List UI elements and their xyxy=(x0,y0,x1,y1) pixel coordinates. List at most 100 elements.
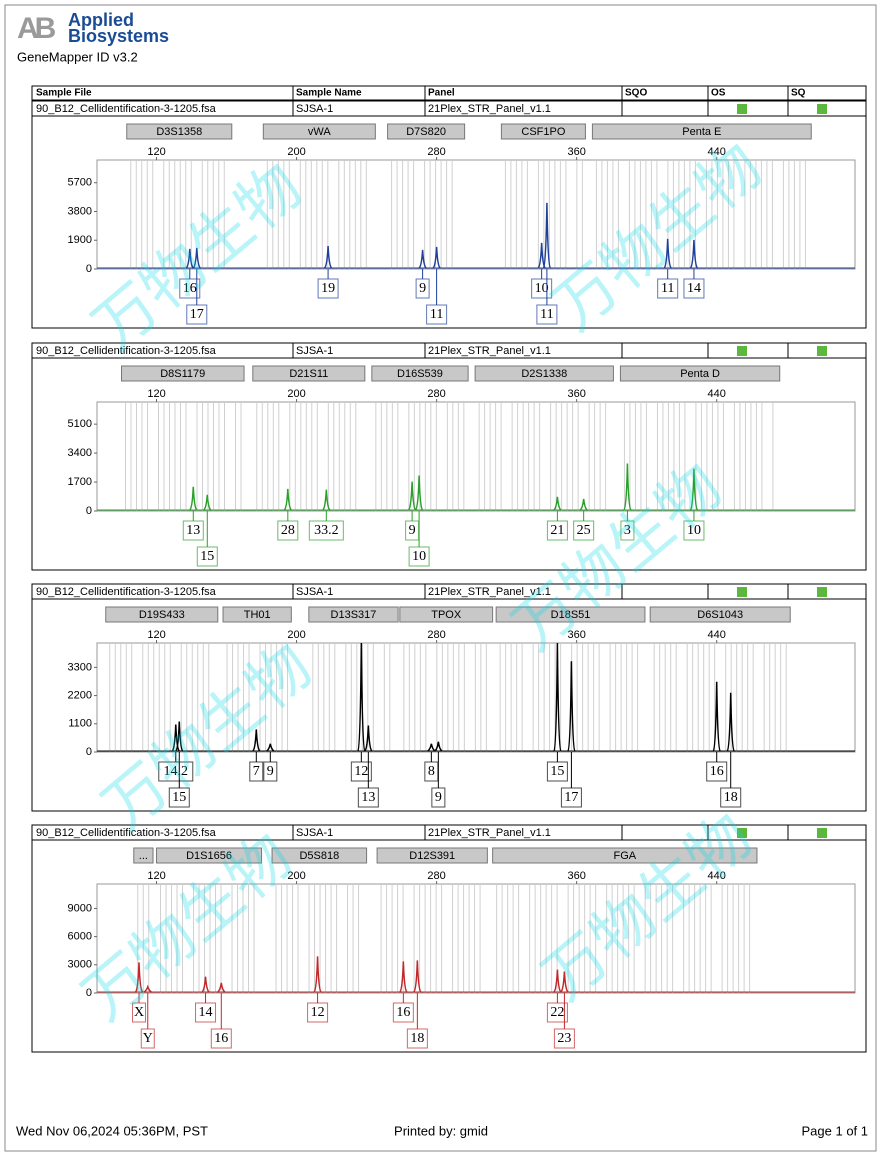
marker-box xyxy=(399,606,494,623)
plot-area xyxy=(96,401,856,512)
allele-label: 12 xyxy=(311,1005,325,1020)
peak xyxy=(427,743,436,752)
peak xyxy=(143,984,152,993)
column-header xyxy=(31,85,867,101)
page-border xyxy=(4,4,877,1152)
allele-label: 11 xyxy=(430,307,443,322)
x-tick-label: 280 xyxy=(427,388,445,400)
allele-box xyxy=(546,761,568,782)
panel-name: 21Plex_STR_Panel_v1.1 xyxy=(428,586,551,598)
allele-box xyxy=(424,761,439,782)
marker-name: ... xyxy=(139,850,148,862)
peak xyxy=(189,486,198,511)
allele-label: 14 xyxy=(687,281,701,296)
marker-name: D19S433 xyxy=(139,609,185,621)
peak xyxy=(217,982,226,993)
allele-box xyxy=(573,520,595,541)
x-tick-label: 440 xyxy=(708,870,726,882)
plot-area xyxy=(96,642,856,753)
peak xyxy=(283,488,292,511)
x-tick-label: 360 xyxy=(567,388,585,400)
allele-box xyxy=(657,278,679,299)
marker-name: D1S1656 xyxy=(186,850,232,862)
marker-name: Penta D xyxy=(680,368,720,380)
marker-box xyxy=(156,847,263,864)
printed-by: Printed by: gmid xyxy=(394,1123,488,1138)
allele-box xyxy=(392,1002,414,1023)
column-label: OS xyxy=(711,88,726,99)
y-tick-label: 5100 xyxy=(68,418,92,430)
peak xyxy=(192,247,201,269)
allele-label: 13 xyxy=(361,790,375,805)
marker-box xyxy=(495,606,646,623)
allele-box xyxy=(683,520,705,541)
allele-box xyxy=(706,761,728,782)
x-tick-label: 280 xyxy=(427,629,445,641)
allele-box xyxy=(546,1002,568,1023)
allele-box xyxy=(546,520,568,541)
peak xyxy=(623,463,632,511)
allele-box xyxy=(182,520,204,541)
peak xyxy=(432,246,441,269)
allele-box xyxy=(210,1028,232,1049)
brand: Biosystems xyxy=(68,26,169,46)
allele-box xyxy=(405,520,420,541)
plot-area xyxy=(96,883,856,994)
marker-box xyxy=(262,123,376,140)
allele-label: 15 xyxy=(172,790,186,805)
y-tick-label: 3800 xyxy=(68,205,92,217)
allele-label: Y xyxy=(143,1031,153,1046)
allele-label: 21 xyxy=(550,523,564,538)
allele-label: X xyxy=(134,1005,144,1020)
allele-label: 18 xyxy=(410,1031,424,1046)
x-tick-label: 120 xyxy=(147,388,165,400)
status-indicator xyxy=(817,346,827,356)
allele-label: 13 xyxy=(186,523,200,538)
x-tick-label: 360 xyxy=(567,870,585,882)
allele-box xyxy=(195,1002,217,1023)
sample-name: SJSA-1 xyxy=(296,827,333,839)
y-tick-label: 1900 xyxy=(68,234,92,246)
allele-box xyxy=(620,520,635,541)
column-label: Sample File xyxy=(36,88,92,99)
allele-label: 25 xyxy=(577,523,591,538)
marker-box xyxy=(619,365,781,382)
allele-label: 9 xyxy=(409,523,416,538)
peak xyxy=(434,741,443,752)
peak xyxy=(266,743,275,752)
allele-box xyxy=(536,304,558,325)
brand: Applied xyxy=(68,10,134,30)
allele-box xyxy=(350,761,372,782)
allele-box xyxy=(720,787,742,808)
peak xyxy=(663,238,672,269)
allele-label: 22 xyxy=(550,1005,564,1020)
column-label: Panel xyxy=(428,88,455,99)
sample-file: 90_B12_Cellidentification-3-1205.fsa xyxy=(36,586,217,598)
marker-box xyxy=(387,123,466,140)
sample-name: SJSA-1 xyxy=(296,345,333,357)
peak xyxy=(553,642,562,752)
status-indicator xyxy=(737,828,747,838)
logo-mark: AB xyxy=(17,12,56,45)
peak xyxy=(171,724,180,752)
peak xyxy=(323,245,333,269)
marker-name: D18S51 xyxy=(551,609,591,621)
peak xyxy=(689,468,699,511)
y-tick-label: 5700 xyxy=(68,177,92,189)
allele-box xyxy=(553,1028,575,1049)
marker-box xyxy=(371,365,469,382)
peak xyxy=(553,496,562,511)
allele-box xyxy=(140,1028,155,1049)
marker-name: vWA xyxy=(308,126,331,138)
peak xyxy=(726,692,735,752)
peak xyxy=(134,962,144,993)
marker-name: D6S1043 xyxy=(697,609,743,621)
status-indicator xyxy=(737,346,747,356)
page-number: Page 1 of 1 xyxy=(802,1123,869,1138)
status-indicator xyxy=(817,104,827,114)
y-tick-label: 9000 xyxy=(68,902,92,914)
allele-label: 17 xyxy=(190,307,204,322)
marker-box xyxy=(133,847,154,864)
panel-frame xyxy=(31,100,867,329)
marker-box xyxy=(376,847,488,864)
